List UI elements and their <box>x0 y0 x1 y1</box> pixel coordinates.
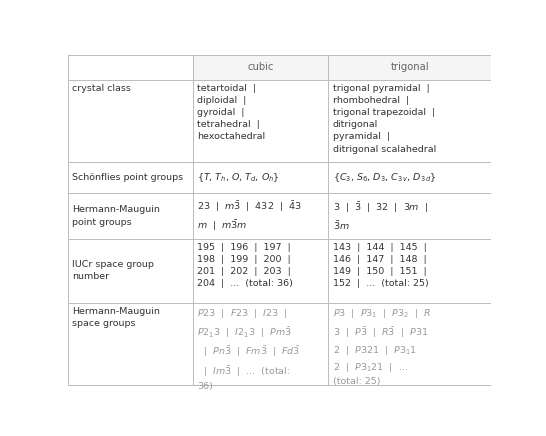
Bar <box>329 55 491 80</box>
Text: tetartoidal  |
diploidal  |
gyroidal  |
tetrahedral  |
hexoctahedral: tetartoidal | diploidal | gyroidal | tet… <box>197 84 265 141</box>
Text: {$C_3$, $S_6$, $D_3$, $C_{3\,v}$, $D_{3\,d}$}: {$C_3$, $S_6$, $D_3$, $C_{3\,v}$, $D_{3\… <box>333 171 436 184</box>
Text: $P23$  |  $F23$  |  $I23$  |
$P2_13$  |  $I2_13$  |  $Pm\bar{3}$
  |  $Pn\bar{3}: $P23$ | $F23$ | $I23$ | $P2_13$ | $I2_13… <box>197 307 301 392</box>
Text: 195  |  196  |  197  |
198  |  199  |  200  |
201  |  202  |  203  |
204  |  ...: 195 | 196 | 197 | 198 | 199 | 200 | 201 … <box>197 243 293 288</box>
Bar <box>193 55 329 80</box>
Text: Hermann-Mauguin
point groups: Hermann-Mauguin point groups <box>73 205 161 227</box>
Text: Schönflies point groups: Schönflies point groups <box>73 174 183 182</box>
Text: crystal class: crystal class <box>73 84 132 93</box>
Text: cubic: cubic <box>247 62 274 72</box>
Text: trigonal: trigonal <box>390 62 429 72</box>
Text: Hermann-Mauguin
space groups: Hermann-Mauguin space groups <box>73 307 161 328</box>
Text: trigonal pyramidal  |
rhombohedral  |
trigonal trapezoidal  |
ditrigonal
pyramid: trigonal pyramidal | rhombohedral | trig… <box>333 84 436 153</box>
Text: {$T$, $T_h$, $O$, $T_d$, $O_h$}: {$T$, $T_h$, $O$, $T_d$, $O_h$} <box>197 171 280 184</box>
Text: $P3$  |  $P3_1$  |  $P3_2$  |  $R$
$3$  |  $P\bar{3}$  |  $R\bar{3}$  |  $P31$
$: $P3$ | $P3_1$ | $P3_2$ | $R$ $3$ | $P\ba… <box>333 307 431 386</box>
Text: 23  |  $m\bar{3}$  |  432  |  $\bar{4}3$
$m$  |  $m\bar{3}m$: 23 | $m\bar{3}$ | 432 | $\bar{4}3$ $m$ |… <box>197 199 302 233</box>
Text: 143  |  144  |  145  |
146  |  147  |  148  |
149  |  150  |  151  |
152  |  ...: 143 | 144 | 145 | 146 | 147 | 148 | 149 … <box>333 243 429 288</box>
Text: IUCr space group
number: IUCr space group number <box>73 260 155 281</box>
Text: 3  |  $\bar{3}$  |  32  |  $3m$  |
$\bar{3}m$: 3 | $\bar{3}$ | 32 | $3m$ | $\bar{3}m$ <box>333 200 428 232</box>
